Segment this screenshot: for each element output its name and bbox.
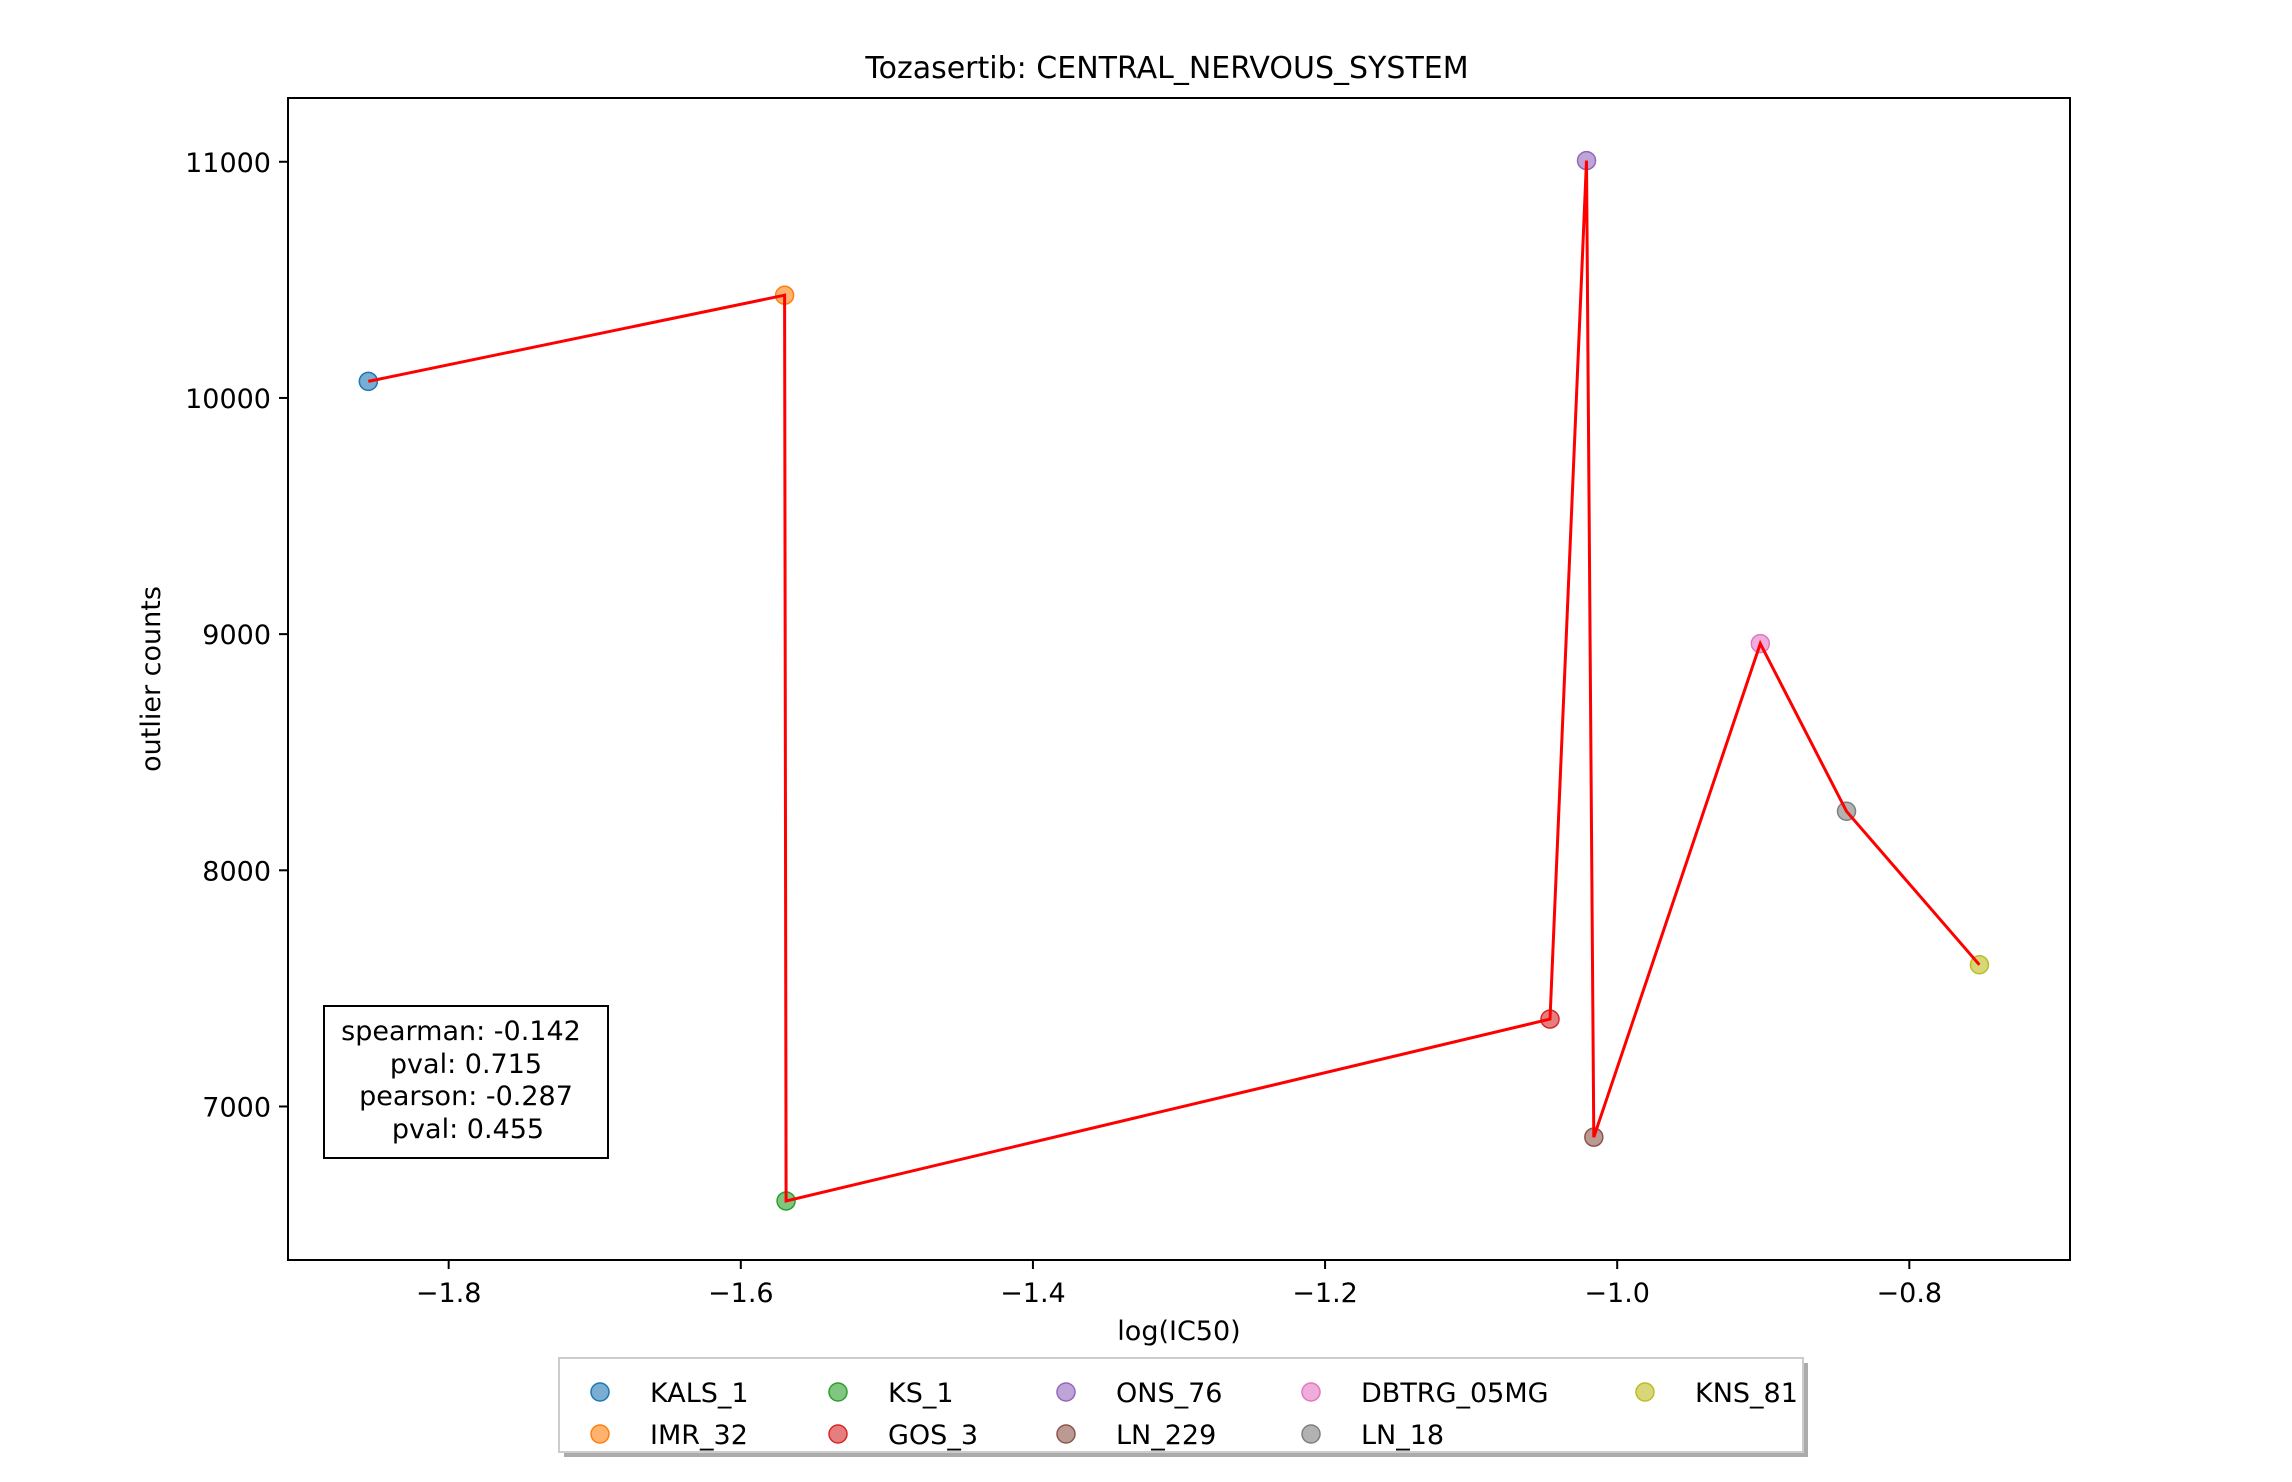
legend-items: KALS_1 IMR_32 KS_1 GOS_3 ONS_76 LN_229 DBTRG_0… [590, 1378, 1798, 1451]
x-tick-label: −1.8 [416, 1278, 482, 1309]
legend-label: LN_229 [1116, 1420, 1216, 1451]
x-tick-label: −1.4 [1000, 1278, 1066, 1309]
y-tick-label: 7000 [202, 1092, 271, 1123]
y-tick-label: 10000 [185, 384, 271, 415]
y-axis: 7000 8000 9000 10000 11000 [185, 148, 288, 1123]
legend-label: KS_1 [888, 1378, 954, 1409]
x-tick-label: −0.8 [1877, 1278, 1943, 1309]
y-tick-label: 8000 [202, 856, 271, 887]
legend-marker [1301, 1382, 1321, 1402]
legend-marker [828, 1424, 848, 1444]
y-tick-label: 9000 [202, 620, 271, 651]
legend-label: KALS_1 [650, 1378, 749, 1409]
connecting-line [367, 160, 1981, 1203]
legend-label: GOS_3 [888, 1420, 978, 1451]
plot-frame [287, 97, 2071, 1261]
x-tick-label: −1.2 [1292, 1278, 1358, 1309]
legend-marker [590, 1382, 610, 1402]
y-tick-label: 11000 [185, 148, 271, 179]
annotation-frame [323, 1005, 609, 1159]
legend-label: IMR_32 [650, 1420, 748, 1451]
legend-label: KNS_81 [1695, 1378, 1798, 1409]
annotation-line-pearson-pval: pval: 0.455 [392, 1114, 544, 1145]
legend-label: LN_18 [1361, 1420, 1444, 1451]
legend-marker [1056, 1424, 1076, 1444]
x-tick-label: −1.0 [1584, 1278, 1650, 1309]
x-axis-label: log(IC50) [1117, 1316, 1240, 1347]
y-axis-label: outlier counts [136, 586, 167, 772]
legend-label: DBTRG_05MG [1361, 1378, 1549, 1409]
annotation-line-spearman-pval: pval: 0.715 [390, 1049, 542, 1080]
plot-area [358, 150, 1990, 1211]
legend-marker [1301, 1424, 1321, 1444]
annotation-line-pearson: pearson: -0.287 [359, 1081, 573, 1112]
x-tick-label: −1.6 [708, 1278, 774, 1309]
legend-frame [558, 1357, 1804, 1453]
chart-title: Tozasertib: CENTRAL_NERVOUS_SYSTEM [864, 51, 1468, 86]
legend-marker [590, 1424, 610, 1444]
legend-marker [1635, 1382, 1655, 1402]
stats-annotation-box: spearman: -0.142 pval: 0.715 pearson: -0… [323, 1005, 609, 1159]
legend-marker [1056, 1382, 1076, 1402]
annotation-line-spearman: spearman: -0.142 [341, 1016, 581, 1047]
legend-marker [828, 1382, 848, 1402]
legend: KALS_1 IMR_32 KS_1 GOS_3 ONS_76 LN_229 DBTRG_0… [558, 1357, 1808, 1457]
x-axis: −1.8 −1.6 −1.4 −1.2 −1.0 −0.8 [416, 1260, 1942, 1309]
legend-label: ONS_76 [1116, 1378, 1222, 1409]
